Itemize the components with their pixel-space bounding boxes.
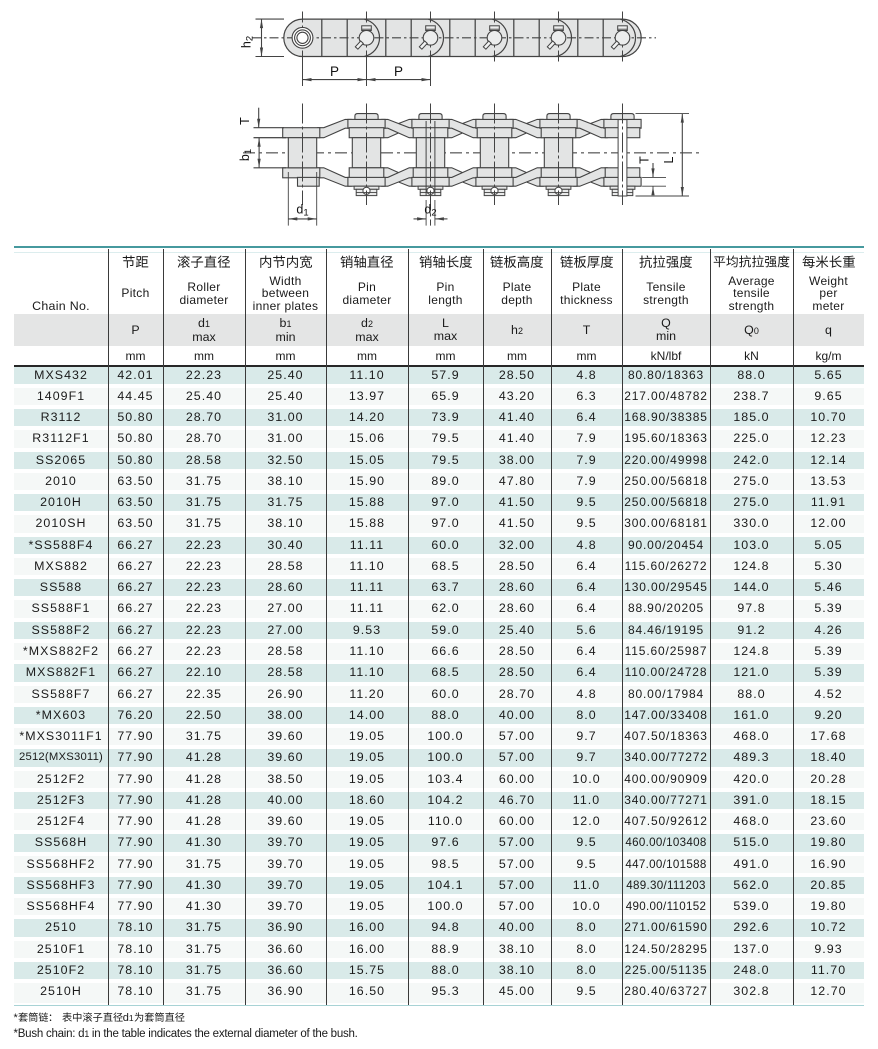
- svg-text:h2: h2: [240, 36, 256, 48]
- svg-text:P: P: [330, 64, 339, 79]
- svg-text:P: P: [394, 64, 403, 79]
- svg-text:d1: d1: [296, 203, 308, 219]
- svg-text:b1: b1: [238, 149, 254, 161]
- svg-text:T: T: [638, 156, 652, 164]
- svg-text:T: T: [238, 117, 252, 125]
- svg-text:L: L: [662, 156, 676, 163]
